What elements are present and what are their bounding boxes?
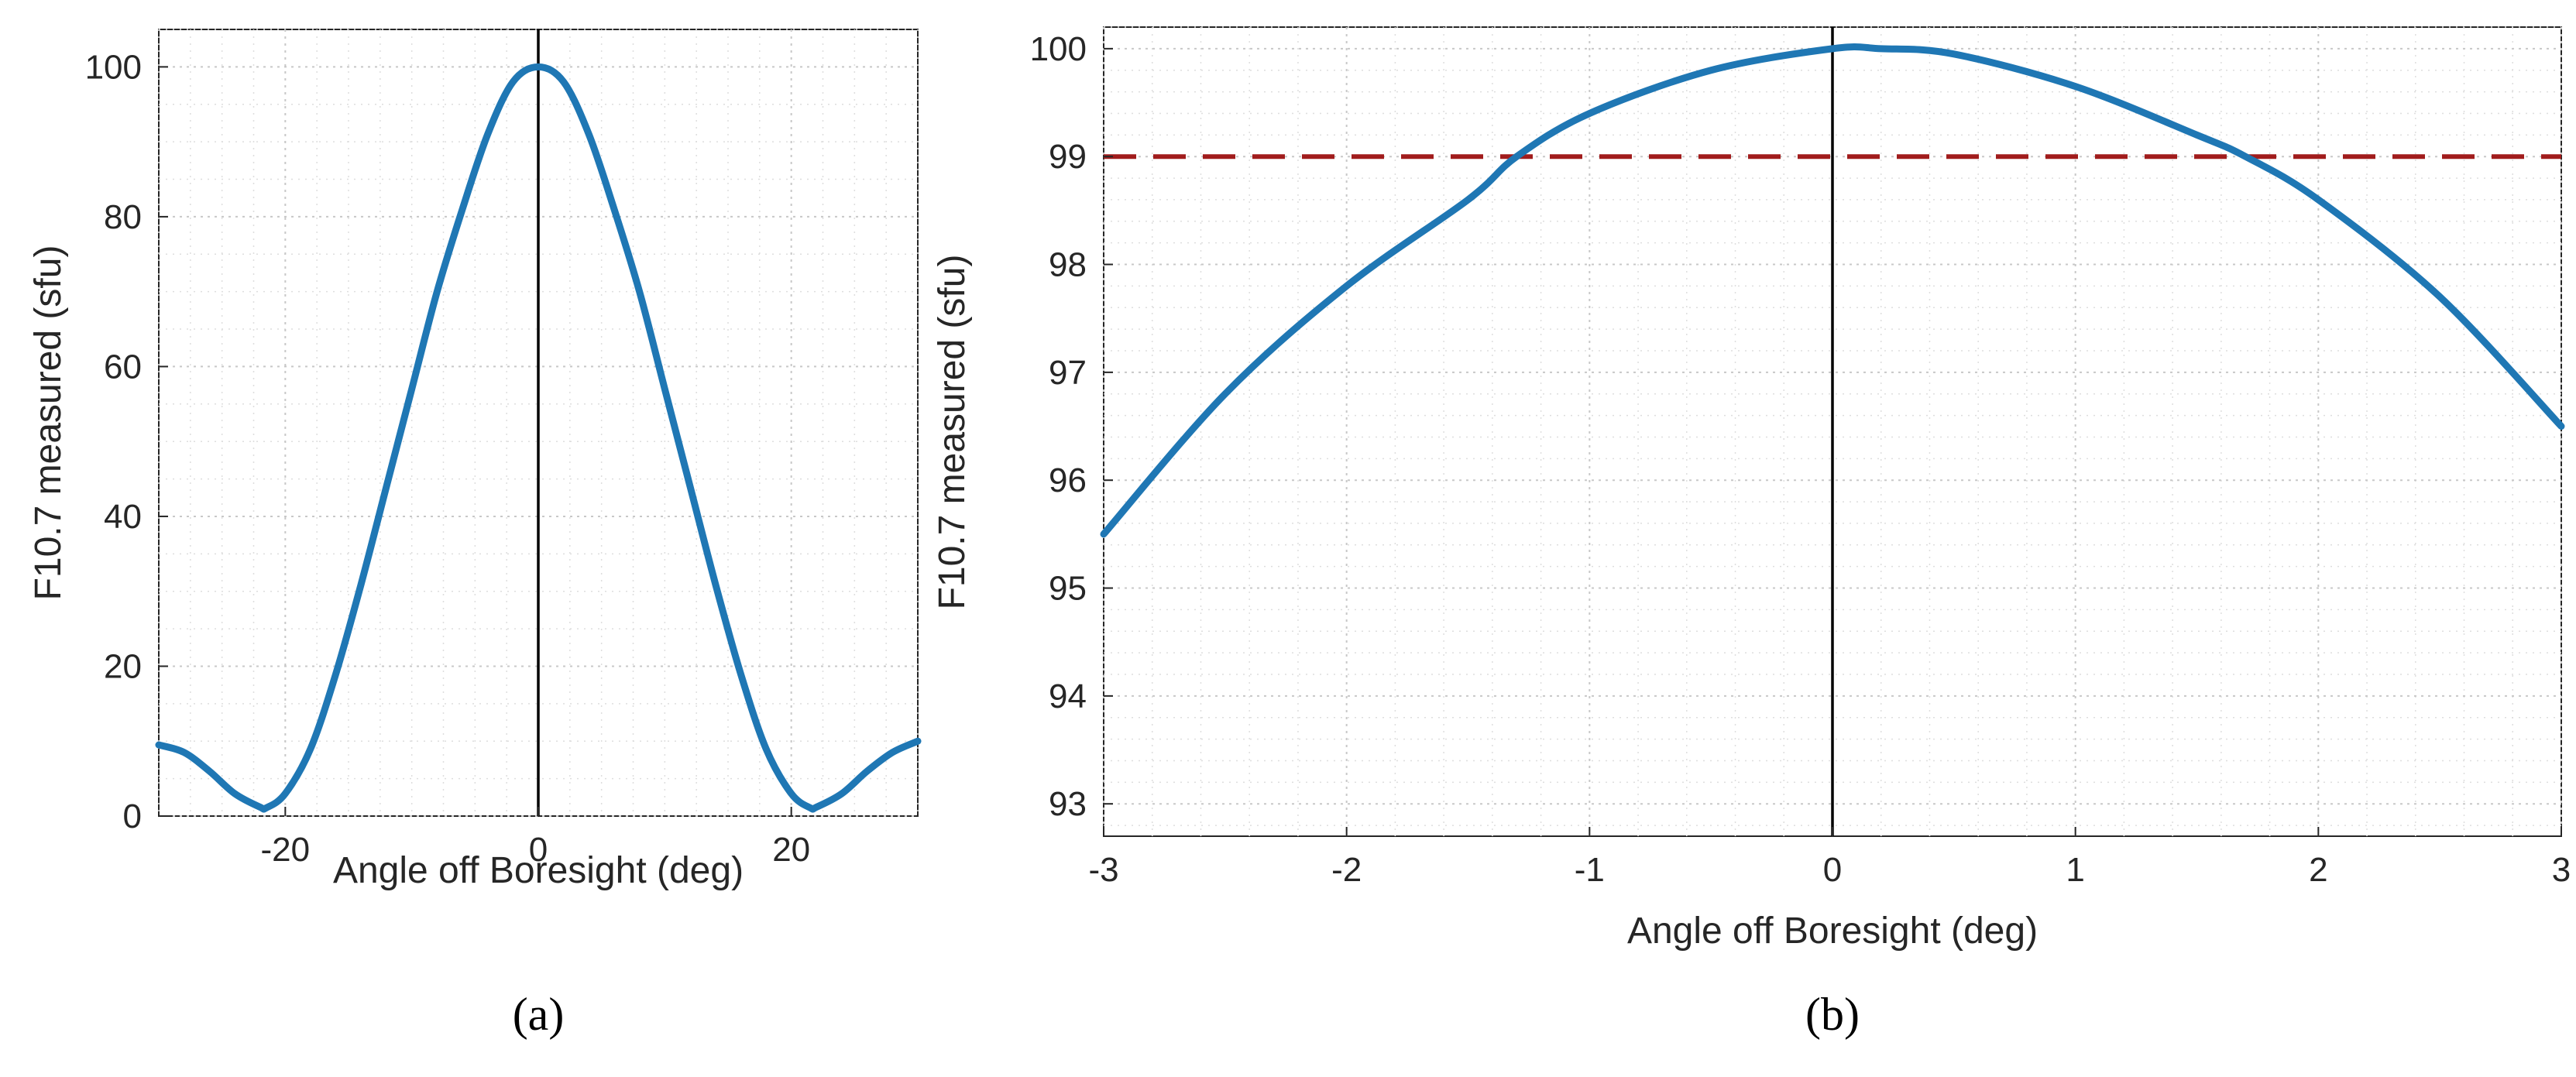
y-tick-label: 20 (104, 647, 142, 685)
y-tick-label: 80 (104, 198, 142, 236)
x-tick-label: -2 (1331, 851, 1362, 889)
x-tick-label: 0 (529, 831, 548, 869)
y-tick-label: 60 (104, 348, 142, 386)
y-tick-label: 93 (1049, 785, 1087, 823)
panel-a-y-tick-labels: 0 20 40 60 80 100 (85, 48, 168, 835)
panel-b-caption: (b) (1805, 989, 1860, 1040)
y-tick-label: 99 (1049, 138, 1087, 176)
y-tick-label: 98 (1049, 246, 1087, 284)
panel-b-x-axis-label: Angle off Boresight (deg) (1627, 911, 2038, 952)
panel-a-y-axis-label: F10.7 measured (sfu) (28, 245, 69, 601)
x-tick-label: 3 (2552, 851, 2571, 889)
x-tick-label: 1 (2066, 851, 2084, 889)
x-tick-label: 2 (2309, 851, 2327, 889)
panel-b-grid (1103, 26, 2562, 836)
panel-a-series (155, 63, 922, 813)
y-tick-label: 95 (1049, 570, 1087, 608)
y-tick-label: 94 (1049, 677, 1087, 715)
x-tick-label: 20 (772, 831, 810, 869)
y-tick-label: 100 (85, 48, 142, 86)
y-tick-label: 100 (1030, 30, 1087, 68)
x-tick-label: -3 (1088, 851, 1118, 889)
panel-b-chart: -3 -2 -1 0 1 2 3 93 94 95 96 97 98 99 100 Angle off B… (932, 26, 2571, 1040)
panel-b-y-axis-label: F10.7 measured (sfu) (932, 255, 973, 610)
series-line (1100, 43, 2565, 538)
panel-b-x-tick-labels: -3 -2 -1 0 1 2 3 (1088, 827, 2571, 889)
panel-a-grid (158, 29, 919, 817)
x-tick-label: 0 (1823, 851, 1842, 889)
y-tick-label: 40 (104, 498, 142, 536)
series-line (155, 63, 922, 813)
panel-b-series (1100, 43, 2565, 538)
panel-a-chart: -20 0 20 0 20 40 60 80 100 Angle off Boresight … (28, 29, 922, 1040)
panel-b-y-tick-labels: 93 94 95 96 97 98 99 100 (1030, 30, 1113, 823)
y-tick-label: 0 (123, 797, 142, 835)
y-tick-label: 97 (1049, 354, 1087, 392)
x-tick-label: -20 (261, 831, 311, 869)
x-tick-label: -1 (1575, 851, 1605, 889)
panel-a-x-tick-labels: -20 0 20 (261, 807, 810, 869)
panel-a-x-axis-label: Angle off Boresight (deg) (333, 850, 744, 891)
y-tick-label: 96 (1049, 461, 1087, 499)
panel-a-caption: (a) (513, 989, 565, 1040)
